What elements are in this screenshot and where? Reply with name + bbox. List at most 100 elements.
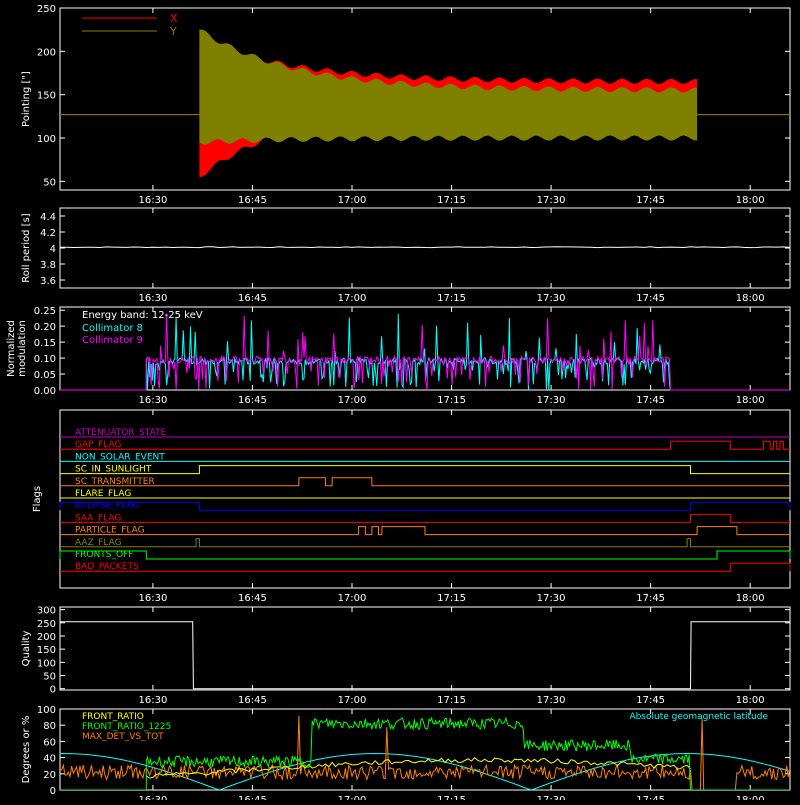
modulation-series-9 bbox=[60, 313, 790, 391]
quality-line bbox=[60, 621, 790, 690]
flag-label-sc-transmitter: SC_TRANSMITTER bbox=[75, 477, 155, 487]
flag-label-flare-flag: FLARE_FLAG bbox=[75, 489, 131, 499]
max-det-vs-tot-line bbox=[60, 715, 790, 790]
pointing-x-tick-label: 16:30 bbox=[138, 195, 167, 206]
roll_period-x-tick-label: 16:30 bbox=[138, 293, 167, 304]
pointing-y-tick-label: 200 bbox=[37, 47, 56, 58]
modulation-series-8 bbox=[60, 313, 790, 391]
modulation-x-tick-label: 18:00 bbox=[736, 395, 765, 406]
flags-x-tick-label: 16:45 bbox=[238, 593, 267, 604]
quality-x-tick-label: 16:30 bbox=[138, 695, 167, 706]
geomagnetic-x-tick-label: 17:45 bbox=[636, 795, 665, 800]
legend-label-y: Y bbox=[169, 25, 177, 38]
geomagnetic-latitude-line bbox=[60, 752, 790, 790]
modulation-y-tick-label: 0.10 bbox=[34, 354, 56, 365]
quality-x-tick-label: 18:00 bbox=[736, 695, 765, 706]
flag-label-attenuator-state: ATTENUATOR_STATE bbox=[75, 428, 167, 438]
modulation-x-tick-label: 16:45 bbox=[238, 395, 267, 406]
flags-x-tick-label: 17:15 bbox=[437, 593, 466, 604]
flags-panel: 16:30 16:45 17:00 17:15 17:30 17:45 18:00 Flags… bbox=[32, 409, 791, 604]
modulation-y-tick-label: 0.05 bbox=[34, 370, 56, 381]
modulation-y-tick-label: 0.20 bbox=[34, 322, 56, 333]
flag-line-sc-transmitter bbox=[60, 477, 790, 487]
geomagnetic-y-tick-label: 20 bbox=[43, 770, 56, 781]
roll_period-y-axis-label: Roll period [s] bbox=[21, 213, 32, 282]
legend-max-det-vs-tot: MAX_DET_VS_TOT bbox=[82, 732, 164, 742]
modulation-panel: 16:30 16:45 17:00 17:15 17:30 17:45 18:00 0.00 0… bbox=[6, 306, 791, 406]
front-ratio-1225-line bbox=[60, 716, 790, 790]
flag-line-bad-packets bbox=[60, 562, 791, 572]
geomagnetic-y-tick-label: 0 bbox=[50, 786, 56, 797]
flags-y-axis-label: Flags bbox=[32, 486, 43, 512]
quality-y-tick-label: 150 bbox=[37, 645, 56, 656]
quality-x-tick-label: 17:00 bbox=[338, 695, 367, 706]
modulation-y-axis-label: Normalized bbox=[6, 320, 17, 377]
flag-label-bad-packets: BAD_PACKETS bbox=[75, 562, 139, 572]
geomagnetic-x-tick-label: 17:15 bbox=[437, 795, 466, 800]
pointing-y-axis-label: Pointing ["] bbox=[21, 71, 32, 127]
roll_period-y-tick-label: 3.6 bbox=[40, 276, 56, 287]
quality-y-tick-label: 250 bbox=[37, 619, 56, 630]
pointing-y-tick-label: 50 bbox=[43, 177, 56, 188]
pointing-plot-area bbox=[60, 29, 790, 178]
flag-label-aaz-flag: AAZ_FLAG bbox=[75, 538, 122, 548]
quality-y-axis-label: Quality bbox=[21, 631, 32, 667]
roll_period-y-tick-label: 4.4 bbox=[40, 212, 56, 223]
quality-x-tick-label: 17:30 bbox=[537, 695, 566, 706]
flags-x-tick-label: 17:00 bbox=[338, 593, 367, 604]
quality-y-tick-label: 100 bbox=[37, 658, 56, 669]
roll_period-panel: 16:30 16:45 17:00 17:15 17:30 17:45 18:00 3.6 3.… bbox=[21, 207, 791, 304]
modulation-x-tick-label: 17:45 bbox=[636, 395, 665, 406]
geomagnetic-x-tick-label: 16:30 bbox=[138, 795, 167, 800]
roll_period-y-tick-label: 3.8 bbox=[40, 260, 56, 271]
flag-line-fronts-off bbox=[59, 550, 791, 560]
flag-label-saa-flag: SAA_FLAG bbox=[75, 513, 121, 523]
quality-x-tick-label: 17:45 bbox=[636, 695, 665, 706]
roll-period-line bbox=[60, 246, 791, 249]
modulation-y-tick-label: 0.25 bbox=[34, 306, 56, 317]
pointing-panel: 16:30 16:45 17:00 17:15 17:30 17:45 18:00 50 100… bbox=[21, 4, 791, 206]
geo-plot-area bbox=[60, 715, 790, 790]
modulation-x-tick-label: 17:30 bbox=[537, 395, 566, 406]
modulation-y-tick-label: 0.00 bbox=[34, 386, 56, 397]
geomagnetic-y-tick-label: 100 bbox=[37, 705, 56, 716]
legend-collimator-8: Collimator 8 bbox=[82, 323, 143, 334]
pointing-x-tick-label: 16:45 bbox=[238, 195, 267, 206]
flags-x-tick-label: 18:00 bbox=[736, 593, 765, 604]
legend-collimator-9: Collimator 9 bbox=[82, 335, 143, 346]
pointing-x-tick-label: 17:00 bbox=[338, 195, 367, 206]
quality-x-tick-label: 16:45 bbox=[238, 695, 267, 706]
flags-x-tick-label: 16:30 bbox=[138, 593, 167, 604]
roll_period-x-tick-label: 17:00 bbox=[338, 293, 367, 304]
flag-line-aaz-flag bbox=[60, 538, 790, 548]
pointing-x-tick-label: 17:30 bbox=[537, 195, 566, 206]
flag-label-sc-in-sunlight: SC_IN_SUNLIGHT bbox=[75, 465, 152, 475]
pointing-x-tick-label: 17:45 bbox=[636, 195, 665, 206]
quality-y-tick-label: 300 bbox=[37, 606, 56, 617]
legend-front-ratio-1225: FRONT_RATIO_1225 bbox=[82, 722, 171, 732]
flag-line-eclipse-flag bbox=[59, 501, 791, 511]
legend-front-ratio: FRONT_RATIO bbox=[82, 712, 144, 722]
quality-y-tick-label: 0 bbox=[50, 685, 56, 696]
flag-label-eclipse-flag: ECLIPSE_FLAG bbox=[75, 501, 139, 511]
roll_period-y-tick-label: 4.2 bbox=[40, 228, 56, 239]
quality-y-tick-label: 50 bbox=[43, 672, 56, 683]
flag-line-sc-in-sunlight bbox=[60, 465, 790, 475]
pointing-y-tick-label: 100 bbox=[37, 134, 56, 145]
legend-absolute-geomagnetic-latitude: Absolute geomagnetic latitude bbox=[629, 712, 768, 722]
modulation-x-tick-label: 17:15 bbox=[437, 395, 466, 406]
flags-frame bbox=[59, 409, 791, 589]
geomagnetic-y-axis-label: Degrees or % bbox=[21, 716, 32, 784]
pointing-x-tick-label: 17:15 bbox=[437, 195, 466, 206]
flag-label-non-solar-event: NON_SOLAR_EVENT bbox=[75, 452, 165, 462]
flag-label-gap-flag: GAP_FLAG bbox=[75, 440, 121, 450]
energy-band-annotation: Energy band: 12-25 keV bbox=[82, 310, 203, 321]
modulation-frame bbox=[59, 306, 791, 391]
geomagnetic-x-tick-label: 17:30 bbox=[537, 795, 566, 800]
quality-x-tick-label: 17:15 bbox=[437, 695, 466, 706]
quality-y-tick-label: 200 bbox=[37, 632, 56, 643]
pointing-frame bbox=[59, 7, 791, 191]
roll_period-x-tick-label: 16:45 bbox=[238, 293, 267, 304]
